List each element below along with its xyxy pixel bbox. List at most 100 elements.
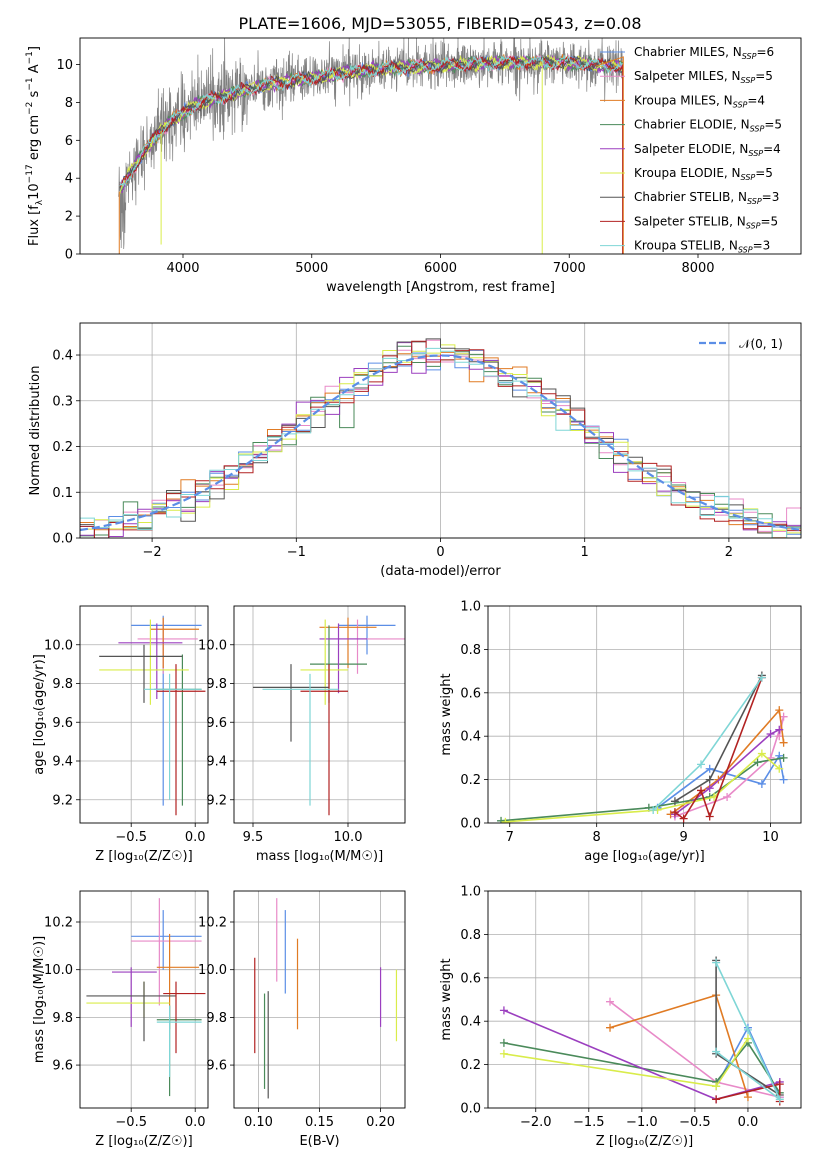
mass-weight-marker — [743, 1093, 752, 1102]
x-tick-label: 4000 — [166, 261, 199, 276]
axes-frame — [487, 890, 802, 1109]
y-tick-label: 10.0 — [198, 638, 227, 653]
y-tick-label: 10.2 — [44, 916, 73, 931]
histogram-step-line — [80, 340, 801, 538]
y-tick-label: 9.8 — [52, 677, 73, 692]
model-spectrum-line — [119, 55, 624, 188]
mass-weight-marker — [499, 1049, 508, 1058]
mass-weight-marker — [606, 997, 615, 1006]
weight-vs-age-plot-area — [497, 671, 788, 823]
x-tick-label: 0.0 — [738, 1115, 759, 1130]
y-tick-label: 0.0 — [52, 532, 73, 547]
y-tick-label: 10.0 — [44, 638, 73, 653]
mass-weight-marker — [697, 786, 706, 795]
y-tick-label: 6 — [65, 134, 73, 149]
y-tick-label: 0.0 — [460, 1102, 481, 1117]
y-tick-label: 0.0 — [460, 817, 481, 832]
spectrum-plot-area — [118, 38, 624, 254]
x-tick-label: −0.5 — [115, 1115, 147, 1130]
y-tick-label: 0.4 — [460, 730, 481, 745]
y-tick-label: 10.0 — [44, 963, 73, 978]
axes-frame — [79, 890, 209, 1109]
data-spectrum-line — [118, 38, 624, 250]
mass-weight-marker — [712, 1047, 721, 1056]
y-tick-label: 1.0 — [460, 600, 481, 615]
y-axis-label: mass weight — [439, 673, 454, 755]
x-tick-label: 0.15 — [305, 1115, 334, 1130]
mass-weight-line — [715, 962, 781, 1100]
x-tick-label: 0.10 — [244, 1115, 273, 1130]
x-tick-label: 7000 — [553, 261, 586, 276]
x-tick-label: 6000 — [424, 261, 457, 276]
mass-weight-marker — [497, 816, 506, 823]
mass-weight-marker — [775, 725, 784, 734]
legend-entry: Salpeter STELIB, NSSP=5 — [634, 214, 778, 230]
y-tick-label: 10 — [56, 58, 73, 73]
axes-frame — [79, 605, 209, 824]
mass-vs-EBV-plot-area — [254, 898, 398, 1099]
y-tick-label: 9.2 — [206, 793, 227, 808]
axes-frame — [487, 605, 802, 824]
y-tick-label: 0.4 — [52, 349, 73, 364]
x-tick-label: 0.0 — [185, 830, 206, 845]
figure-title: PLATE=1606, MJD=53055, FIBERID=0543, z=0… — [238, 14, 641, 33]
mass-weight-marker — [779, 753, 788, 762]
y-tick-label: 9.4 — [52, 755, 73, 770]
mass-weight-marker — [723, 792, 732, 801]
y-tick-label: 1.0 — [460, 885, 481, 900]
mass-weight-marker — [779, 738, 788, 747]
x-tick-label: 8000 — [681, 261, 714, 276]
y-tick-label: 9.6 — [206, 1059, 227, 1074]
y-axis-label: mass weight — [439, 958, 454, 1040]
y-tick-label: 0.1 — [52, 486, 73, 501]
mass-weight-marker — [757, 749, 766, 758]
legend-entry: Kroupa ELODIE, NSSP=5 — [634, 166, 773, 182]
mass-weight-marker — [697, 760, 706, 769]
age-vs-Z-axes: −0.5 0.0 9.2 9.4 9.6 9.8 10.0 Z [log₁₀(Z/Z☉)] ag… — [32, 605, 209, 864]
y-tick-label: 9.8 — [206, 1011, 227, 1026]
histogram-step-line — [80, 351, 801, 538]
mass-weight-line — [670, 708, 785, 815]
y-tick-label: 9.2 — [52, 793, 73, 808]
spectrum-legend: Chabrier MILES, NSSP=6 Salpeter MILES, NS… — [600, 45, 782, 255]
x-tick-label: 9.5 — [243, 830, 264, 845]
mass-weight-marker — [757, 673, 766, 682]
y-tick-label: 9.8 — [206, 677, 227, 692]
weight-vs-Z-plot-area — [499, 956, 784, 1106]
mass-weight-marker — [705, 812, 714, 821]
x-axis-label: mass [log₁₀(M/M☉)] — [256, 849, 383, 864]
x-axis-label: Z [log₁₀(Z/Z☉)] — [95, 1134, 192, 1149]
y-tick-label: 2 — [65, 210, 73, 225]
y-axis-label: mass [log₁₀(M/M☉)] — [32, 936, 47, 1063]
x-tick-label: 7 — [506, 830, 514, 845]
mass-weight-line — [674, 677, 763, 820]
mass-weight-line — [609, 994, 749, 1098]
mass-weight-marker — [679, 814, 688, 823]
x-tick-label: −1.0 — [626, 1115, 658, 1130]
x-tick-label: 5000 — [295, 261, 328, 276]
x-tick-label: 10.0 — [334, 830, 363, 845]
y-tick-label: 0.8 — [460, 643, 481, 658]
mass-weight-marker — [775, 706, 784, 715]
y-tick-label: 10.0 — [198, 963, 227, 978]
x-axis-label: age [log₁₀(age/yr)] — [584, 849, 705, 864]
mass-vs-EBV-axes: 0.10 0.15 0.20 9.6 9.8 10.0 10.2 E(B-V) — [198, 890, 406, 1149]
age-vs-mass-plot-area — [253, 615, 405, 816]
mass-vs-Z-plot-area — [86, 898, 206, 1097]
x-tick-label: −0.5 — [115, 830, 147, 845]
y-tick-label: 10.2 — [198, 916, 227, 931]
mass-weight-marker — [670, 808, 679, 817]
y-tick-label: 9.8 — [52, 1011, 73, 1026]
mass-weight-marker — [757, 779, 766, 788]
y-tick-label: 0.6 — [460, 971, 481, 986]
mass-weight-marker — [712, 1095, 721, 1104]
mass-weight-marker — [499, 1006, 508, 1015]
x-axis-label: Z [log₁₀(Z/Z☉)] — [596, 1134, 693, 1149]
age-vs-mass-axes: 9.5 10.0 9.2 9.4 9.6 9.8 10.0 mass [log₁₀(M/M☉)… — [198, 605, 406, 864]
y-tick-label: 9.6 — [52, 716, 73, 731]
x-tick-label: 8 — [593, 830, 601, 845]
legend-entry: Salpeter ELODIE, NSSP=4 — [634, 142, 781, 158]
x-axis-label: wavelength [Angstrom, rest frame] — [326, 280, 555, 295]
mass-weight-marker — [753, 758, 762, 767]
